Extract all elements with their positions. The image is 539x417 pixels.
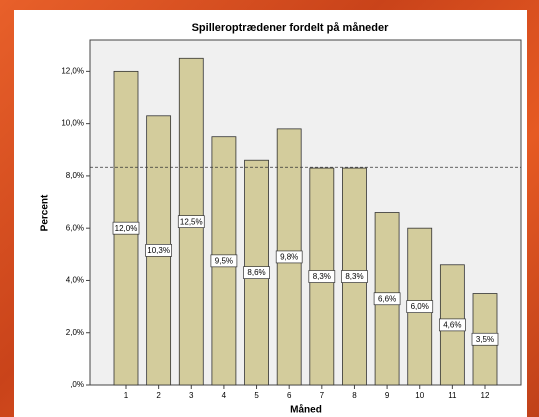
data-label: 9,5%: [215, 256, 233, 265]
data-label-box: [145, 244, 172, 257]
x-tick-label: 1: [124, 391, 129, 400]
chart-title: Spilleroptrædener fordelt på måneder: [192, 22, 390, 34]
x-tick-label: 7: [320, 391, 325, 400]
data-label: 6,6%: [378, 294, 396, 303]
y-tick-label: 10,0%: [61, 119, 84, 128]
data-label-box: [112, 221, 140, 235]
data-label: 10,3%: [147, 246, 170, 255]
data-label-box: [243, 266, 270, 279]
data-label-box: [471, 332, 499, 346]
y-tick-label: ,0%: [70, 380, 84, 389]
data-label: 3,5%: [476, 335, 494, 344]
x-tick-label: 2: [156, 391, 161, 400]
y-tick-label: 6,0%: [66, 223, 84, 232]
x-tick-label: 6: [287, 391, 292, 400]
data-label-box: [275, 250, 303, 264]
x-tick-label: 12: [481, 391, 490, 400]
data-label-box: [406, 300, 434, 313]
x-tick-label: 11: [448, 391, 457, 400]
data-label: 12,5%: [180, 217, 203, 226]
x-tick-label: 9: [385, 391, 390, 400]
x-tick-label: 5: [254, 391, 259, 400]
data-label-box: [177, 215, 205, 228]
x-tick-label: 3: [189, 391, 194, 400]
data-label: 4,6%: [443, 320, 461, 329]
data-label-box: [373, 292, 401, 306]
x-tick-label: 4: [222, 391, 227, 400]
y-tick-label: 2,0%: [66, 328, 84, 337]
y-tick-label: 12,0%: [61, 66, 84, 75]
data-label-box: [308, 270, 336, 283]
data-label: 8,3%: [345, 272, 363, 281]
x-axis-label: Måned: [290, 404, 322, 416]
data-label: 8,6%: [247, 268, 265, 277]
data-label-box: [341, 270, 368, 283]
y-tick-label: 4,0%: [66, 276, 84, 285]
data-label: 8,3%: [313, 272, 331, 281]
data-label: 9,8%: [280, 253, 298, 262]
y-axis-label: Percent: [40, 194, 51, 231]
x-tick-label: 8: [352, 391, 357, 400]
data-label-box: [439, 318, 466, 332]
data-label-box: [210, 254, 238, 268]
data-label: 12,0%: [115, 224, 138, 233]
data-label: 6,0%: [411, 302, 429, 311]
x-tick-label: 10: [415, 391, 424, 400]
y-tick-label: 8,0%: [66, 171, 84, 180]
